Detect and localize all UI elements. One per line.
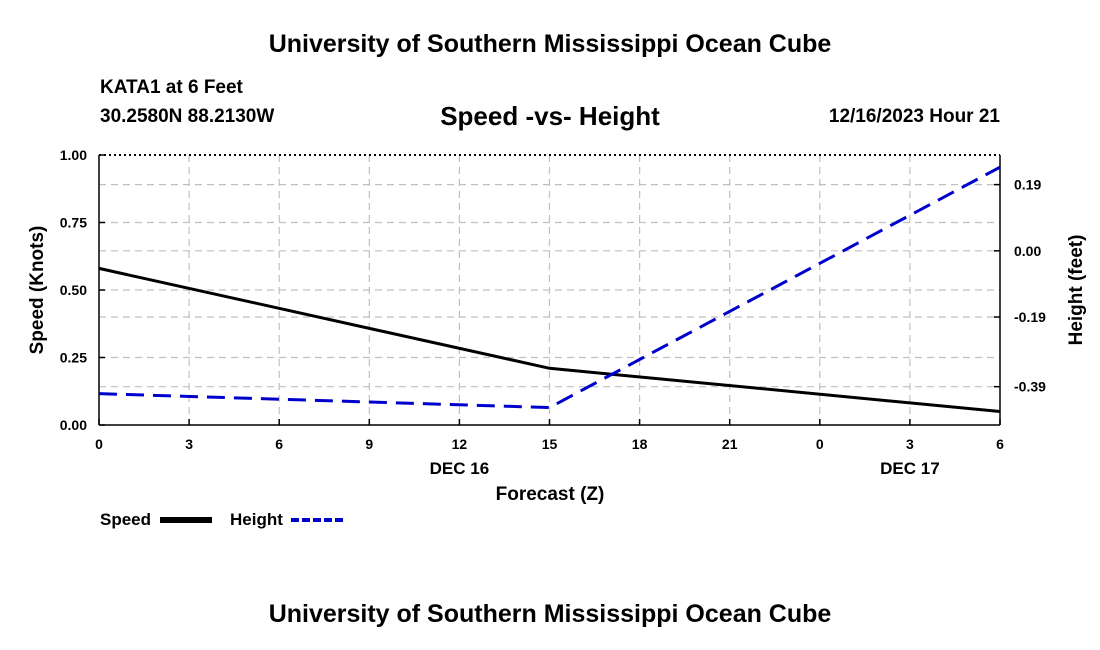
x-tick-label: 0: [816, 436, 824, 452]
grid-lines: [99, 155, 1000, 425]
x-axis-label: Forecast (Z): [496, 484, 605, 505]
legend-speed-swatch: [160, 517, 212, 523]
y-axis-left-label: Speed (Knots): [27, 226, 48, 355]
page-title: University of Southern Mississippi Ocean…: [268, 30, 832, 58]
x-tick-label: 9: [365, 436, 373, 452]
y-left-tick-label: 0.50: [60, 282, 87, 298]
x-tick-label: 15: [542, 436, 558, 452]
legend-speed-label: Speed: [100, 510, 152, 529]
x-tick-label: 0: [95, 436, 103, 452]
x-tick-label: 12: [452, 436, 468, 452]
y-right-tick-label: 0.00: [1014, 243, 1041, 259]
x-tick-label: 3: [185, 436, 193, 452]
x-tick-label: 3: [906, 436, 914, 452]
station-label: KATA1 at 6 Feet: [100, 77, 243, 98]
y-left-tick-label: 1.00: [60, 147, 87, 163]
x-date-label: DEC 16: [430, 459, 490, 478]
x-tick-label: 6: [275, 436, 283, 452]
footer-title: University of Southern Mississippi Ocean…: [268, 600, 832, 628]
y-left-tick-label: 0.25: [60, 350, 87, 366]
forecast-datetime: 12/16/2023 Hour 21: [828, 106, 1000, 127]
y-right-tick-label: 0.19: [1014, 177, 1041, 193]
axis-ticks: 0 3 6 9 12 15 18 21 0 3 6 DEC 16 DEC 17 0.00 0.25 0.50 0…: [60, 147, 1046, 478]
y-left-tick-label: 0.75: [60, 215, 87, 231]
speed-series-line: [98, 266, 1001, 413]
x-tick-label: 21: [722, 436, 738, 452]
chart-title: Speed -vs- Height: [440, 101, 660, 131]
legend-height-label: Height: [230, 510, 283, 529]
y-left-tick-label: 0.00: [60, 417, 87, 433]
x-date-label: DEC 17: [880, 459, 940, 478]
y-right-tick-label: -0.19: [1014, 309, 1046, 325]
height-series-line: [98, 165, 1001, 410]
x-tick-label: 18: [632, 436, 648, 452]
y-axis-right-label: Height (feet): [1066, 235, 1087, 346]
legend-height-swatch: [291, 518, 343, 522]
y-right-tick-label: -0.39: [1014, 379, 1046, 395]
series-lines: [98, 165, 1001, 413]
station-coordinates: 30.2580N 88.2130W: [100, 106, 275, 127]
x-tick-label: 6: [996, 436, 1004, 452]
